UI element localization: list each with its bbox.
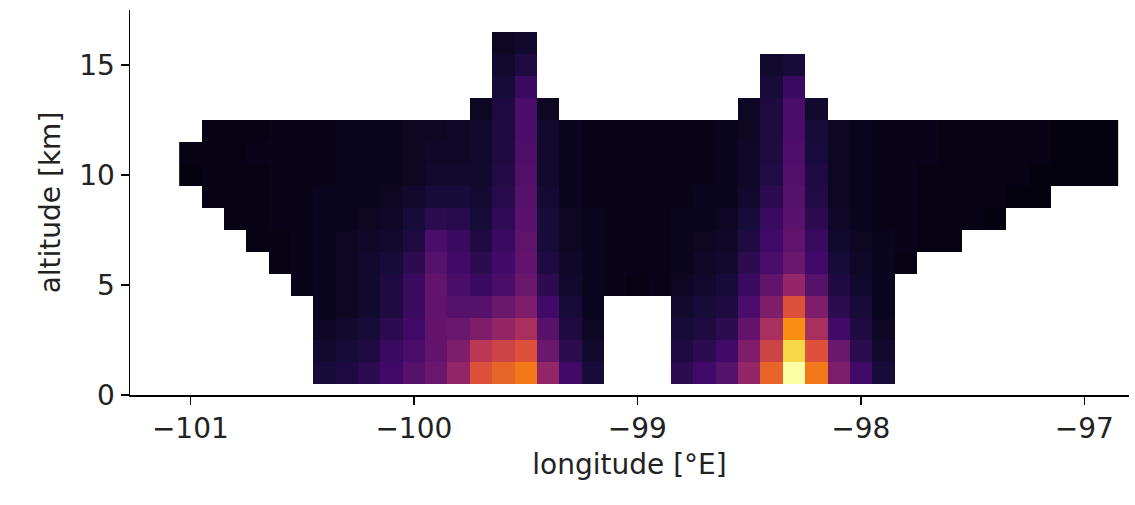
svg-text:−98: −98 (831, 412, 890, 445)
svg-text:10: 10 (79, 159, 115, 192)
svg-text:−101: −101 (152, 412, 229, 445)
svg-text:5: 5 (97, 269, 115, 302)
svg-text:−99: −99 (608, 412, 667, 445)
svg-text:longitude [°E]: longitude [°E] (532, 448, 726, 481)
svg-text:0: 0 (97, 379, 115, 412)
svg-text:−97: −97 (1055, 412, 1114, 445)
svg-text:altitude [km]: altitude [km] (34, 112, 67, 294)
svg-text:−100: −100 (375, 412, 452, 445)
svg-text:15: 15 (79, 49, 115, 82)
